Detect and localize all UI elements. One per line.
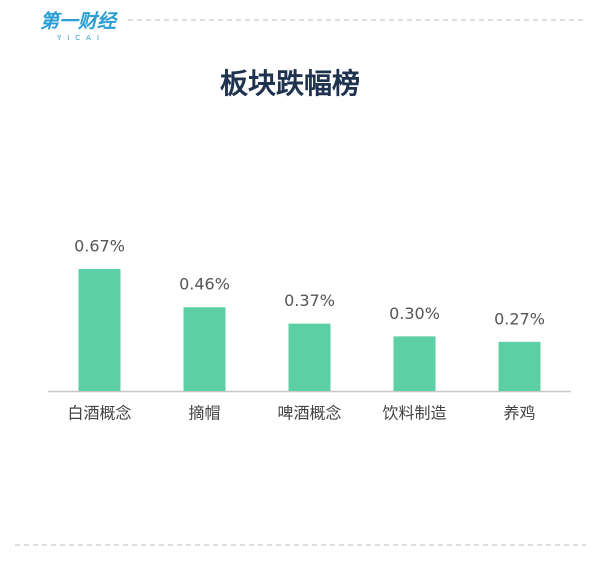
x-tick-label: 啤酒概念 (277, 404, 341, 423)
bar (183, 307, 226, 391)
x-tick-label: 白酒概念 (67, 404, 131, 423)
logo: 第一财经 (40, 11, 119, 33)
value-label: 0.37% (284, 291, 335, 310)
x-tick-label: 摘帽 (188, 404, 220, 423)
x-tick-label: 饮料制造 (382, 404, 446, 423)
value-label: 0.27% (494, 309, 545, 328)
bar (288, 323, 331, 391)
logo-sub: YICAI (56, 34, 105, 42)
bar (393, 336, 436, 391)
bar (78, 269, 121, 391)
x-tick-label: 养鸡 (503, 404, 535, 423)
value-label: 0.67% (74, 237, 125, 256)
value-label: 0.46% (179, 275, 230, 294)
chart-title: 板块跌幅榜 (220, 67, 360, 100)
bar (498, 341, 541, 391)
value-label: 0.30% (389, 304, 440, 323)
